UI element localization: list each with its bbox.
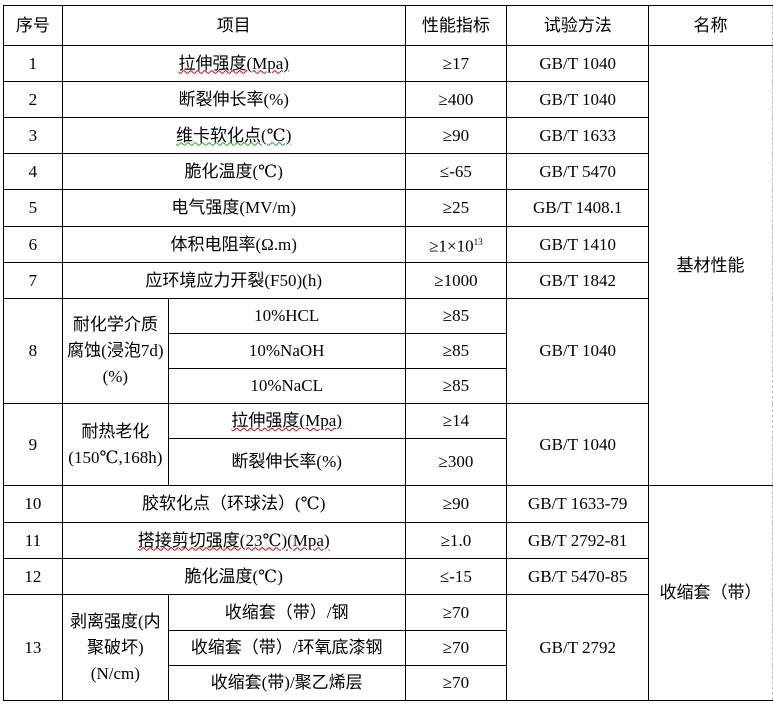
row-no: 13 [3,594,63,701]
table-row: 1 拉伸强度(Mpa) ≥17 GB/T 1040 基材性能 [3,45,773,486]
row-spec: ≥90 [404,485,508,523]
row-method: GB/T 1633-79 [506,485,650,523]
row-method: GB/T 1633 [506,117,650,154]
item-text: 搭接剪切强度(23℃)(Mpa) [137,530,330,550]
row-item: 胶软化点（环球法）(℃) [61,485,406,523]
row-item: 体积电阻率(Ω.m) [61,226,406,263]
sub-item: 拉伸强度(Mpa) [167,403,406,439]
row-no: 4 [3,153,63,190]
sub-item: 断裂伸长率(%) [167,438,406,486]
row-spec: ≥17 [404,45,508,82]
table-row: 11 搭接剪切强度(23℃)(Mpa) ≥1.0 GB/T 2792-81 [3,522,773,559]
header-name: 名称 [648,5,773,46]
sub-spec: ≥85 [404,298,508,334]
row-method: GB/T 2792-81 [506,522,650,559]
spec-exponent: 13 [473,237,483,248]
row-method: GB/T 1040 [506,81,650,118]
row-spec: ≥400 [404,81,508,118]
table-row: 5 电气强度(MV/m) ≥25 GB/T 1408.1 [3,189,773,227]
item-text: 维卡软化点(℃) [176,125,292,145]
row-no: 2 [3,81,63,118]
row-method: GB/T 1410 [506,226,650,263]
row-spec: ≥1×1013 [404,226,508,263]
row-item: 耐化学介质腐蚀(浸泡7d)(%) [61,298,169,404]
header-row: 序号 项目 性能指标 试验方法 名称 [3,5,773,46]
row-item: 断裂伸长率(%) [61,81,406,118]
item-text: 拉伸强度(Mpa) [178,53,289,73]
row-no: 12 [3,558,63,595]
table-row: 2 断裂伸长率(%) ≥400 GB/T 1040 [3,81,773,118]
row-no: 1 [3,45,63,82]
table-row: 6 体积电阻率(Ω.m) ≥1×1013 GB/T 1410 [3,226,773,263]
group-base: 基材性能 [648,45,773,486]
row-item: 耐热老化(150℃,168h) [61,403,169,486]
header-spec: 性能指标 [404,5,508,46]
row-method: GB/T 5470 [506,153,650,190]
sub-item: 收缩套(带)/聚乙烯层 [167,665,406,701]
row-no: 9 [3,403,63,486]
row-item: 维卡软化点(℃) [61,117,406,154]
row-spec: ≥90 [404,117,508,154]
sub-spec: ≥14 [404,403,508,439]
row-method: GB/T 1842 [506,262,650,299]
row-item: 脆化温度(℃) [61,153,406,190]
row-method: GB/T 1040 [506,403,650,486]
row-method: GB/T 1040 [506,45,650,82]
row-spec: ≥25 [404,189,508,227]
row-no: 7 [3,262,63,299]
row-no: 10 [3,485,63,523]
sub-row: 收缩套（带）/环氧底漆钢 ≥70 [4,630,773,666]
table-row: 3 维卡软化点(℃) ≥90 GB/T 1633 [3,117,773,154]
row-spec: ≥1000 [404,262,508,299]
row-no: 11 [3,522,63,559]
row-item: 剥离强度(内聚破坏)(N/cm) [61,594,169,701]
header-no: 序号 [3,5,63,46]
sub-row: 10%NaCL ≥85 [4,368,773,404]
sub-item: 收缩套（带）/钢 [167,594,406,631]
row-no: 5 [3,189,63,227]
header-item: 项目 [61,5,406,46]
table-row: 4 脆化温度(℃) ≤-65 GB/T 5470 [3,153,773,190]
sub-spec: ≥85 [404,368,508,404]
row-no: 3 [3,117,63,154]
sub-item: 10%NaOH [167,333,406,369]
table-row: 9 耐热老化(150℃,168h) 拉伸强度(Mpa) ≥14 GB/T 104… [3,403,773,486]
sub-spec: ≥70 [404,630,508,666]
table-row: 8 耐化学介质腐蚀(浸泡7d)(%) 10%HCL ≥85 GB/T 1040 [3,298,773,404]
table-row: 10 胶软化点（环球法）(℃) ≥90 GB/T 1633-79 收缩套（带） [3,485,773,701]
spec-table: 序号 项目 性能指标 试验方法 名称 1 拉伸强度(Mpa) ≥17 GB/T … [3,5,773,701]
row-spec: ≥1.0 [404,522,508,559]
sub-item: 10%NaCL [167,368,406,404]
sub-row: 收缩套(带)/聚乙烯层 ≥70 [4,665,773,701]
row-item: 脆化温度(℃) [61,558,406,595]
sub-item: 10%HCL [167,298,406,334]
sub-spec: ≥300 [404,438,508,486]
sub-spec: ≥70 [404,594,508,631]
table-row: 13 剥离强度(内聚破坏)(N/cm) 收缩套（带）/钢 ≥70 GB/T 27… [3,594,773,701]
sub-item: 收缩套（带）/环氧底漆钢 [167,630,406,666]
row-item: 搭接剪切强度(23℃)(Mpa) [61,522,406,559]
row-item: 电气强度(MV/m) [61,189,406,227]
row-method: GB/T 2792 [506,594,650,701]
row-item: 拉伸强度(Mpa) [61,45,406,82]
sub-spec: ≥85 [404,333,508,369]
row-spec: ≤-65 [404,153,508,190]
group-sleeve: 收缩套（带） [648,485,773,701]
table-row: 12 脆化温度(℃) ≤-15 GB/T 5470-85 [3,558,773,595]
row-spec: ≤-15 [404,558,508,595]
row-method: GB/T 1040 [506,298,650,404]
row-method: GB/T 5470-85 [506,558,650,595]
sub-spec: ≥70 [404,665,508,701]
header-method: 试验方法 [506,5,650,46]
row-item: 应环境应力开裂(F50)(h) [61,262,406,299]
spec-base: ≥1×10 [429,236,474,256]
row-method: GB/T 1408.1 [506,189,650,227]
item-text: 拉伸强度(Mpa) [231,411,342,430]
row-no: 6 [3,226,63,263]
row-no: 8 [3,298,63,404]
